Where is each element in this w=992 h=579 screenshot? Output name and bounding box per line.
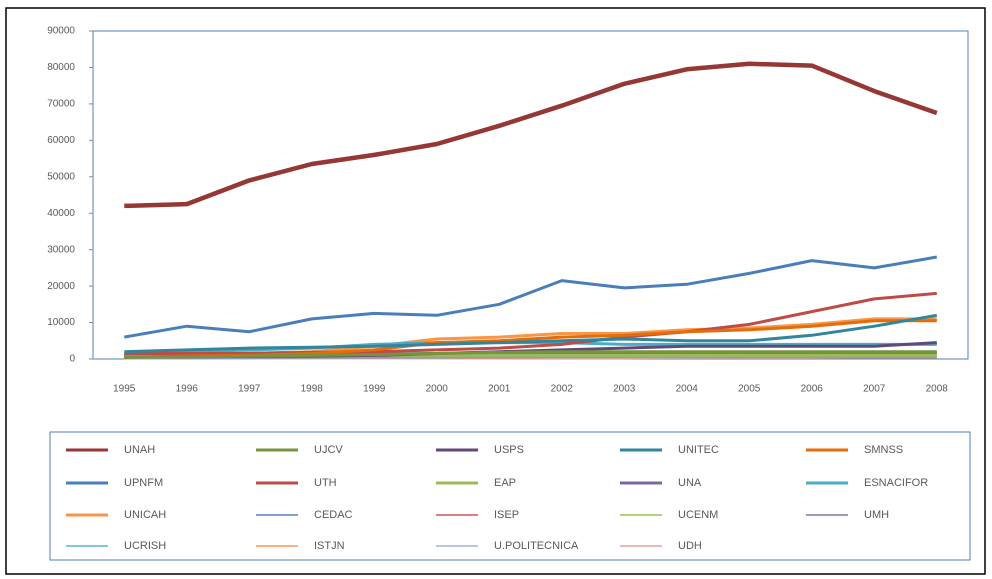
legend-label: ESNACIFOR <box>864 477 928 489</box>
x-tick-label: 1997 <box>238 384 261 395</box>
series-line <box>124 291 937 355</box>
x-tick-label: 2001 <box>488 384 511 395</box>
legend-label: SMNSS <box>864 444 903 456</box>
x-tick-label: 2003 <box>613 384 636 395</box>
series-line <box>124 313 938 354</box>
x-tick-label: 2008 <box>926 384 949 395</box>
legend-label: UCENM <box>678 509 718 521</box>
legend-label: CEDAC <box>314 509 353 521</box>
x-tick-label: 2004 <box>676 384 699 395</box>
series-line <box>124 255 938 339</box>
x-tick-label: 2002 <box>551 384 574 395</box>
y-tick-label: 40000 <box>47 208 75 219</box>
legend-label: UTH <box>314 477 337 489</box>
y-tick-label: 30000 <box>47 244 75 255</box>
legend-label: UCRISH <box>124 540 166 552</box>
legend-label: ISEP <box>494 509 519 521</box>
legend-label: UMH <box>864 509 889 521</box>
series-line <box>124 350 937 359</box>
y-tick-label: 10000 <box>47 317 75 328</box>
legend-label: UNITEC <box>678 444 719 456</box>
x-tick-label: 1999 <box>363 384 386 395</box>
legend-label: UDH <box>678 540 702 552</box>
x-tick-label: 2005 <box>738 384 761 395</box>
y-tick-label: 60000 <box>47 135 75 146</box>
legend-label: UPNFM <box>124 477 163 489</box>
x-tick-label: 1995 <box>113 384 136 395</box>
legend-label: UNICAH <box>124 509 166 521</box>
legend-label: UJCV <box>314 444 343 456</box>
y-tick-label: 20000 <box>47 281 75 292</box>
y-tick-label: 50000 <box>47 171 75 182</box>
x-tick-label: 2007 <box>863 384 886 395</box>
series-line <box>124 61 938 209</box>
legend-label: UNA <box>678 477 702 489</box>
legend-label: EAP <box>494 477 516 489</box>
x-tick-label: 2000 <box>426 384 449 395</box>
x-tick-label: 2006 <box>801 384 824 395</box>
legend-label: U.POLITECNICA <box>494 540 579 552</box>
legend-label: USPS <box>494 444 524 456</box>
x-tick-label: 1998 <box>301 384 324 395</box>
frame <box>5 7 986 575</box>
legend-label: UNAH <box>124 444 155 456</box>
legend-label: ISTJN <box>314 540 345 552</box>
legend-box <box>49 431 971 561</box>
x-tick-label: 1996 <box>176 384 199 395</box>
y-tick-label: 80000 <box>47 62 75 73</box>
y-tick-label: 0 <box>69 354 75 365</box>
y-tick-label: 90000 <box>47 26 75 37</box>
y-tick-label: 70000 <box>47 99 75 110</box>
